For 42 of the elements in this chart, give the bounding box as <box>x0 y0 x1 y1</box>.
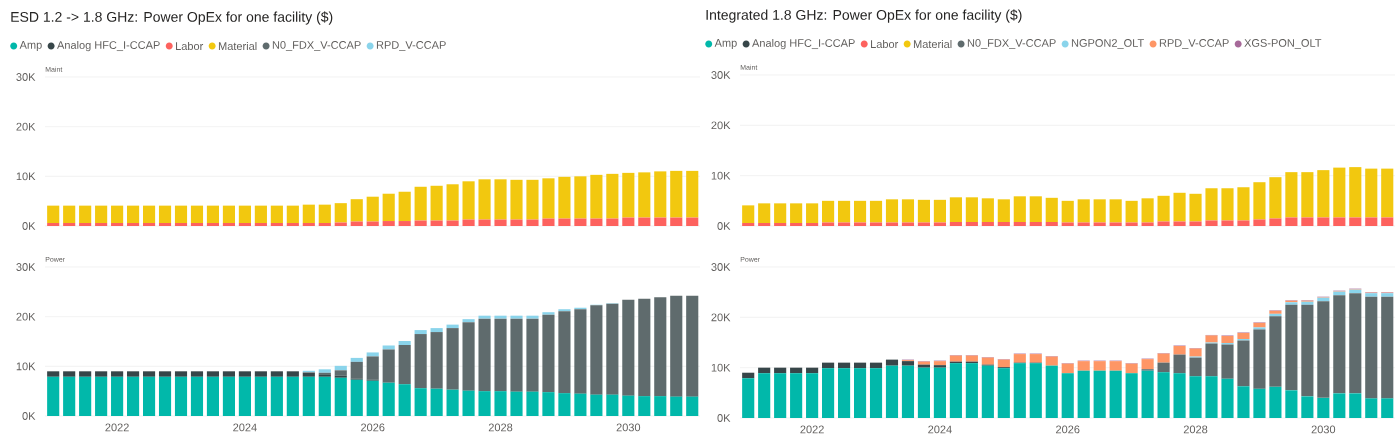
y-tick-label: 10K <box>16 362 36 371</box>
x-tick-label: 2028 <box>1183 425 1208 434</box>
y-tick-label: 30K <box>16 263 36 271</box>
y-tick-label: 30K <box>711 71 731 79</box>
legend-label: Material <box>218 41 257 51</box>
y-tick-label: 10K <box>16 172 36 181</box>
x-tick-label: 2026 <box>1056 425 1080 434</box>
y-tick-label: 30K <box>16 73 36 81</box>
y-tick-label: 30K <box>711 263 731 271</box>
y-tick-label: 0K <box>717 222 731 230</box>
y-tick-label: 10K <box>711 171 731 180</box>
legend-label: Analog HFC_I-CCAP <box>57 40 160 52</box>
chart-title: ESD 1.2 -> 1.8 GHz: Power OpEx for one facility ($) <box>11 11 333 25</box>
x-tick-label: 2024 <box>233 423 257 432</box>
x-tick-label: 2030 <box>1311 425 1336 434</box>
legend-label: Labor <box>871 39 899 49</box>
chart-title: Integrated 1.8 GHz: Power OpEx for one facility ($) <box>706 9 1022 23</box>
legend-label: Analog HFC_I-CCAP <box>752 38 855 50</box>
legend-label: XGS-PON_OLT <box>1244 39 1322 49</box>
y-tick-label: 20K <box>16 312 36 321</box>
x-tick-label: 2028 <box>488 423 513 432</box>
y-tick-label: 20K <box>16 122 36 131</box>
y-tick-label: 20K <box>711 121 731 130</box>
legend-label: RPD_V-CCAP <box>376 41 446 51</box>
y-tick-label: 0K <box>717 414 731 422</box>
legend-label: Material <box>913 39 952 49</box>
x-tick-label: 2024 <box>928 425 952 434</box>
x-tick-label: 2022 <box>800 425 824 434</box>
y-tick-label: 0K <box>22 412 36 420</box>
legend-label: N0_FDX_V-CCAP <box>272 41 361 51</box>
legend-label: RPD_V-CCAP <box>1159 39 1229 49</box>
legend-label: Labor <box>176 41 204 51</box>
x-tick-label: 2022 <box>105 423 129 432</box>
legend-label: N0_FDX_V-CCAP <box>967 39 1056 49</box>
y-tick-label: 10K <box>711 363 731 372</box>
y-tick-label: 0K <box>22 222 36 230</box>
x-tick-label: 2026 <box>361 423 385 432</box>
x-tick-label: 2030 <box>616 423 641 432</box>
legend-label: NGPON2_OLT <box>1071 39 1144 49</box>
y-tick-label: 20K <box>711 313 731 322</box>
legend-label: Amp <box>714 39 737 49</box>
legend-label: Amp <box>19 41 42 51</box>
